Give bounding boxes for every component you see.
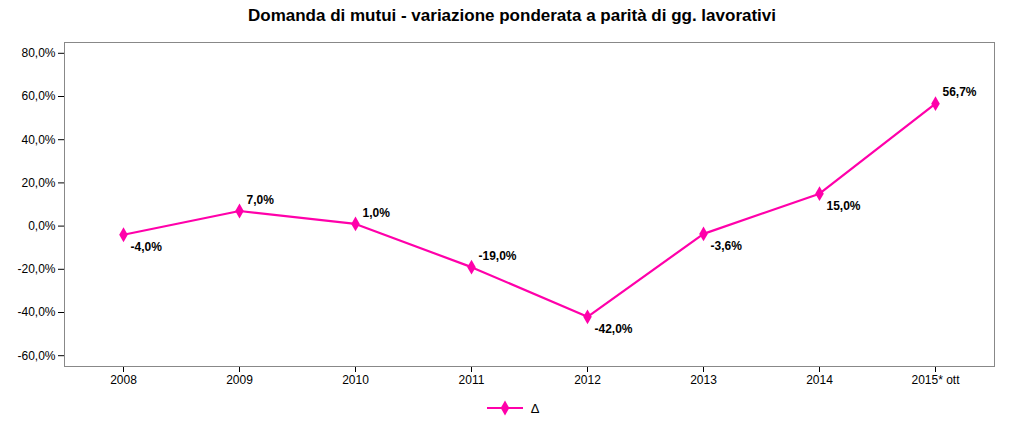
svg-text:20,0%: 20,0% <box>21 176 55 190</box>
svg-text:15,0%: 15,0% <box>827 199 861 213</box>
svg-text:-20,0%: -20,0% <box>17 262 55 276</box>
html-text:Δ: Δ <box>530 400 540 416</box>
svg-text:-60,0%: -60,0% <box>17 349 55 363</box>
html-text:Domanda di mutui - variazione: Domanda di mutui - variazione ponderata … <box>248 6 776 25</box>
svg-text:80,0%: 80,0% <box>21 46 55 60</box>
svg-text:56,7%: 56,7% <box>943 85 977 99</box>
svg-text:1,0%: 1,0% <box>363 206 391 220</box>
svg-text:2014: 2014 <box>806 373 833 387</box>
svg-text:0,0%: 0,0% <box>28 219 56 233</box>
svg-text:2013: 2013 <box>690 373 717 387</box>
svg-text:2012: 2012 <box>574 373 601 387</box>
svg-text:-3,6%: -3,6% <box>711 239 743 253</box>
svg-text:2009: 2009 <box>226 373 253 387</box>
svg-text:2008: 2008 <box>110 373 137 387</box>
svg-text:40,0%: 40,0% <box>21 133 55 147</box>
svg-text:7,0%: 7,0% <box>247 193 275 207</box>
svg-text:-19,0%: -19,0% <box>479 249 517 263</box>
svg-text:2015* ott: 2015* ott <box>911 373 960 387</box>
svg-text:2010: 2010 <box>342 373 369 387</box>
svg-text:-42,0%: -42,0% <box>595 322 633 336</box>
svg-text:60,0%: 60,0% <box>21 89 55 103</box>
svg-text:2011: 2011 <box>459 373 485 387</box>
svg-text:-4,0%: -4,0% <box>131 240 163 254</box>
svg-text:-40,0%: -40,0% <box>17 305 55 319</box>
